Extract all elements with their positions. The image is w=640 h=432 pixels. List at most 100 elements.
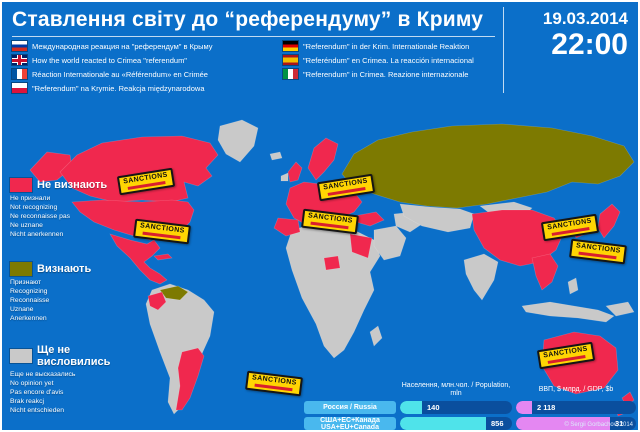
region-russia bbox=[341, 123, 635, 209]
legend-line: Ne uznane bbox=[10, 222, 43, 229]
legend-line: Not recognizing bbox=[10, 204, 58, 211]
legend-recognizing: Визнають Признают Recognizing Reconnaiss… bbox=[9, 261, 130, 323]
legend-line: No opinion yet bbox=[10, 380, 54, 387]
region-cuba bbox=[153, 253, 173, 261]
region-indochina bbox=[531, 253, 559, 291]
header: Ставлення світу до “референдуму” в Криму… bbox=[2, 2, 638, 94]
legend-line: Не признали bbox=[10, 195, 51, 202]
recognizing-swatch bbox=[9, 261, 33, 277]
not-recognizing-swatch bbox=[9, 177, 33, 193]
gdp-track-usa-eu-canada: 31 056 bbox=[516, 417, 636, 430]
region-philippines bbox=[567, 277, 579, 295]
region-colombia bbox=[147, 291, 167, 311]
world-map bbox=[29, 119, 635, 417]
chart-row-russia: Россия / Russia 140 2 118 bbox=[304, 401, 636, 414]
region-uk bbox=[287, 161, 303, 183]
region-central-asia bbox=[399, 203, 475, 233]
france-flag-icon bbox=[11, 68, 28, 80]
region-venezuela bbox=[159, 285, 189, 301]
region-india bbox=[463, 253, 499, 301]
italy-flag-icon bbox=[282, 68, 299, 80]
region-iberia bbox=[273, 217, 301, 237]
time-label: 22:00 bbox=[551, 28, 628, 61]
region-indonesia bbox=[521, 301, 615, 323]
row-label-line: USA+EU+Canada bbox=[321, 423, 379, 431]
legend-line: Ne reconnaisse pas bbox=[10, 213, 71, 220]
flag-legend-column-right: "Referendum" in der Krim. Internationale… bbox=[277, 40, 495, 93]
recognizing-title: Визнають bbox=[37, 263, 92, 275]
gdp-bar-russia bbox=[516, 401, 532, 414]
datetime-block: 19.03.2014 22:00 bbox=[504, 7, 630, 93]
population-bar-usa-eu-canada bbox=[400, 417, 486, 430]
region-ireland bbox=[280, 172, 289, 182]
no-opinion-title: Ще не висловились bbox=[37, 344, 111, 368]
row-label-line: Россия / Russia bbox=[323, 404, 377, 411]
legend-text-german: "Referendum" in der Krim. Internationale… bbox=[303, 41, 470, 51]
legend-line: Признают bbox=[10, 279, 42, 286]
region-argentina bbox=[175, 347, 205, 411]
legend-no-opinion: Ще не висловились Еще не высказались No … bbox=[9, 344, 130, 415]
region-madagascar bbox=[369, 325, 383, 347]
legend-item-spanish: "Referéndum" en Crimea. La reacción inte… bbox=[282, 54, 495, 66]
population-bar-russia bbox=[400, 401, 422, 414]
legend-line: Nicht anerkennen bbox=[10, 231, 64, 238]
region-mexico-central-america bbox=[109, 233, 168, 285]
uk-flag-icon bbox=[11, 54, 28, 66]
legend-item-german: "Referendum" in der Krim. Internationale… bbox=[282, 40, 495, 52]
gdp-value-usa-eu-canada: 31 056 bbox=[615, 419, 624, 428]
legend-text-russian: Международная реакция на "референдум" в … bbox=[32, 41, 213, 51]
population-track-usa-eu-canada: 856 bbox=[400, 417, 512, 430]
gdp-bar-usa-eu-canada bbox=[516, 417, 610, 430]
population-value-usa-eu-canada: 856 bbox=[491, 419, 504, 428]
region-scandinavia bbox=[307, 137, 339, 181]
region-egypt-sudan bbox=[349, 233, 373, 259]
no-opinion-swatch bbox=[9, 348, 33, 364]
legend-text-polish: "Referendum" na Krymie. Reakcja międzyna… bbox=[32, 83, 205, 93]
gdp-track-russia: 2 118 bbox=[516, 401, 636, 414]
population-column-header: Населення, млн.чол. / Population, mln bbox=[401, 382, 511, 397]
legend-item-english: How the world reacted to Crimea "referen… bbox=[11, 54, 277, 66]
region-japan bbox=[597, 203, 621, 239]
not-recognizing-title: Не визнають bbox=[37, 179, 108, 191]
region-iceland bbox=[269, 151, 283, 161]
legend-line: Brak reakcj bbox=[10, 398, 44, 405]
date-label: 19.03.2014 bbox=[542, 9, 628, 28]
header-left: Ставлення світу до “референдуму” в Криму… bbox=[11, 7, 504, 94]
region-new-guinea bbox=[605, 301, 635, 317]
legend-item-polish: "Referendum" na Krymie. Reakcja międzyna… bbox=[11, 82, 277, 94]
legend-line: Еще не высказались bbox=[10, 371, 76, 378]
poland-flag-icon bbox=[11, 82, 28, 94]
legend-line: Pas encore d'avis bbox=[10, 389, 64, 396]
germany-flag-icon bbox=[282, 40, 299, 52]
legend-text-spanish: "Referéndum" en Crimea. La reacción inte… bbox=[303, 55, 474, 65]
usa-eu-canada-row-label: США+ЕС+Канада USA+EU+Canada bbox=[304, 417, 396, 430]
copyright-note: © Sergii Gorbachov, 2014 bbox=[564, 422, 633, 428]
russia-row-label: Россия / Russia bbox=[304, 401, 396, 414]
region-greenland bbox=[217, 119, 259, 163]
legend-line: Recognizing bbox=[10, 288, 48, 295]
spain-flag-icon bbox=[282, 54, 299, 66]
chart-row-usa-eu-canada: США+ЕС+Канада USA+EU+Canada 856 31 056 bbox=[304, 417, 636, 430]
legend-text-english: How the world reacted to Crimea "referen… bbox=[32, 55, 187, 65]
gdp-value-russia: 2 118 bbox=[537, 403, 556, 412]
flag-legend: Международная реакция на "референдум" в … bbox=[11, 40, 495, 94]
comparison-chart: Населення, млн.чол. / Population, mln ВВ… bbox=[304, 382, 636, 430]
row-label-line: США+ЕС+Канада bbox=[320, 416, 380, 424]
legend-item-russian: Международная реакция на "референдум" в … bbox=[11, 40, 277, 52]
legend-text-italian: "Referendum" in Crimea. Reazione interna… bbox=[303, 69, 469, 79]
population-track-russia: 140 bbox=[400, 401, 512, 414]
region-sahel bbox=[323, 255, 341, 271]
legend-not-recognizing: Не визнають Не признали Not recognizing … bbox=[9, 177, 130, 239]
legend-line: Nicht entschieden bbox=[10, 407, 65, 414]
gdp-column-header: ВВП, $ млрд. / GDP, $b bbox=[538, 386, 614, 393]
legend-text-french: Réaction Internationale au «Référendum» … bbox=[32, 69, 208, 79]
chart-header-row: Населення, млн.чол. / Population, mln ВВ… bbox=[304, 382, 636, 398]
legend-item-french: Réaction Internationale au «Référendum» … bbox=[11, 68, 277, 80]
legend-line: Reconnaisse bbox=[10, 297, 50, 304]
russia-flag-icon bbox=[11, 40, 28, 52]
legend-line: Uznane bbox=[10, 306, 34, 313]
flag-legend-column-left: Международная реакция на "референдум" в … bbox=[11, 40, 277, 94]
legend-item-italian: "Referendum" in Crimea. Reazione interna… bbox=[282, 68, 495, 80]
population-value-russia: 140 bbox=[427, 403, 440, 412]
